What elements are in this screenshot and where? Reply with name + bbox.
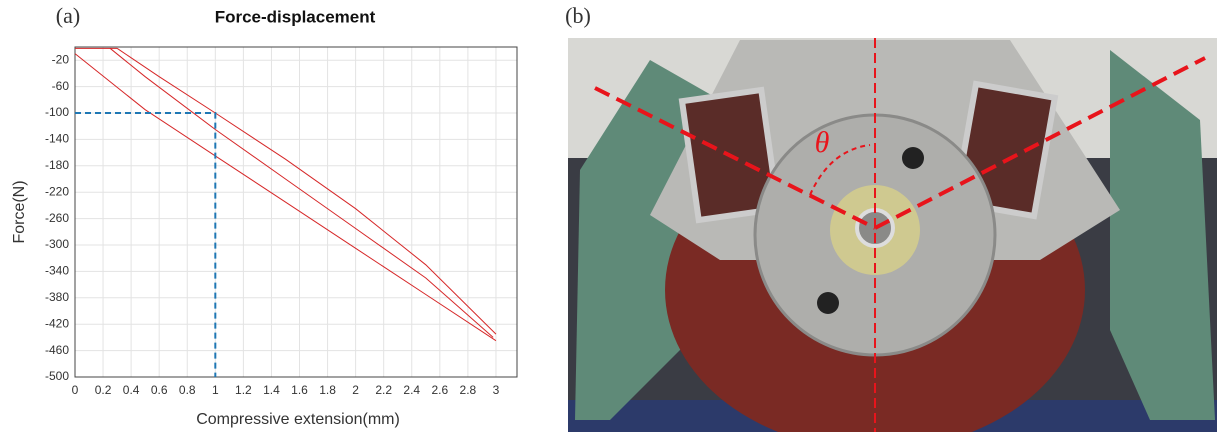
y-tick-label: -420: [45, 316, 69, 330]
y-tick-label: -20: [52, 52, 70, 66]
y-tick-label: -500: [45, 369, 69, 383]
axis-line: [874, 56, 1206, 230]
x-axis-label: Compressive extension(mm): [196, 411, 400, 428]
y-tick-label: -260: [45, 211, 69, 225]
angle-label: θ: [815, 126, 830, 159]
x-tick-label: 2.2: [375, 383, 392, 397]
series-line: [116, 47, 497, 335]
y-tick-label: -140: [45, 132, 69, 146]
y-tick-label: -100: [45, 105, 69, 119]
y-tick-label: -380: [45, 290, 69, 304]
angle-arc: [809, 144, 871, 196]
chart-title: Force-displacement: [215, 7, 376, 26]
y-axis-label: Force(N): [11, 180, 28, 243]
plot-frame: [74, 46, 518, 378]
x-tick-label: 2: [352, 383, 359, 397]
y-tick-label: -60: [52, 79, 70, 93]
x-tick-label: 1.8: [319, 383, 336, 397]
x-tick-label: 0.6: [151, 383, 168, 397]
hole: [817, 292, 839, 314]
y-tick-label: -220: [45, 184, 69, 198]
y-tick-label: -460: [45, 343, 69, 357]
x-tick-label: 0.4: [123, 383, 140, 397]
x-tick-label: 1.4: [263, 383, 280, 397]
y-tick-label: -300: [45, 237, 69, 251]
reference-line: [75, 112, 217, 377]
x-tick-label: 2.6: [431, 383, 448, 397]
x-tick-label: 0.8: [179, 383, 196, 397]
series-line: [74, 53, 497, 342]
y-tick-label: -340: [45, 264, 69, 278]
x-tick-label: 1.6: [291, 383, 308, 397]
frame-right: [1110, 50, 1215, 420]
x-tick-label: 0.2: [95, 383, 112, 397]
hole: [902, 147, 924, 169]
x-tick-label: 1: [212, 383, 219, 397]
photo: θ: [568, 38, 1217, 437]
x-tick-label: 2.8: [460, 383, 477, 397]
y-tick-label: -180: [45, 158, 69, 172]
panel-label: (b): [565, 3, 591, 28]
x-tick-label: 2.4: [403, 383, 420, 397]
x-tick-label: 1.2: [235, 383, 252, 397]
panel-label: (a): [56, 3, 80, 28]
x-tick-label: 3: [493, 383, 500, 397]
axis-line: [594, 86, 876, 230]
plot-area: [75, 47, 517, 377]
series-line: [109, 47, 494, 338]
x-tick-label: 0: [72, 383, 79, 397]
